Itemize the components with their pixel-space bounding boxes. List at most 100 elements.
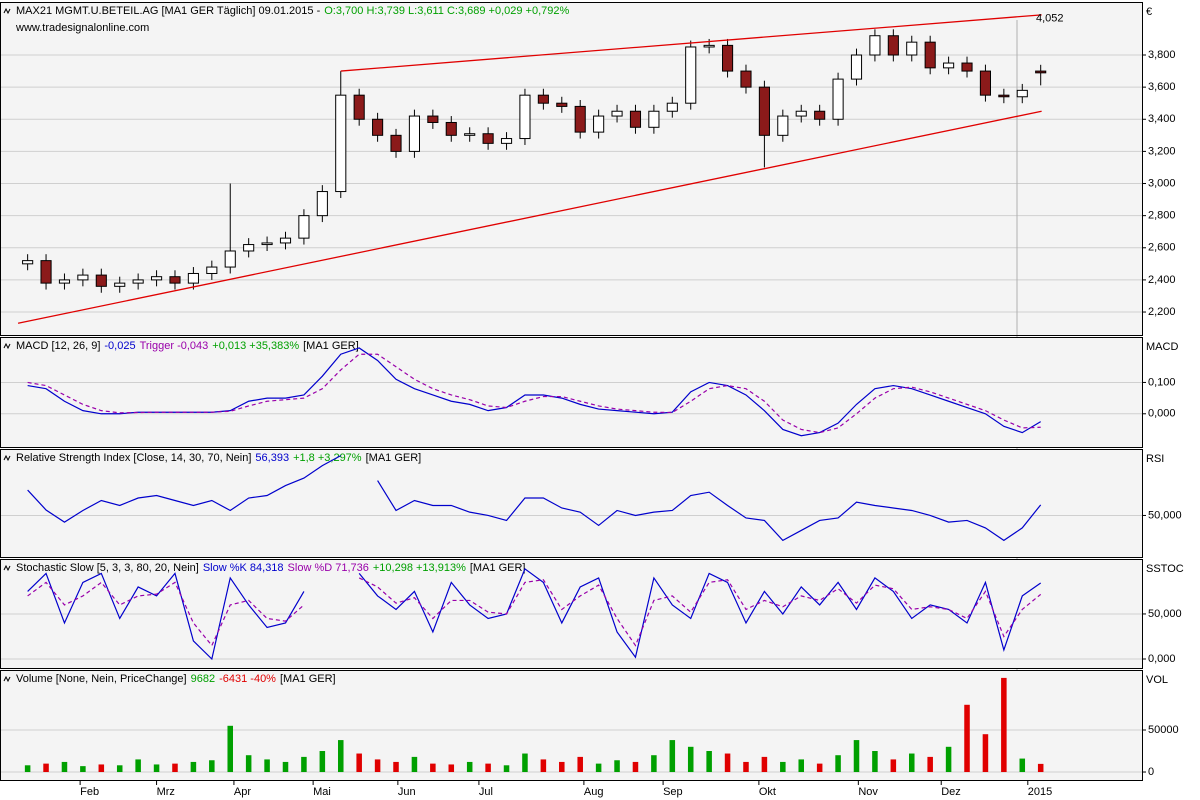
candle-body xyxy=(961,62,973,72)
candle-body xyxy=(740,70,752,88)
volume-bar xyxy=(687,746,694,773)
candle-body xyxy=(703,44,715,48)
subtitle: www.tradesignalonline.com xyxy=(15,22,149,34)
candle-body xyxy=(390,134,402,152)
volume-bar xyxy=(411,756,418,773)
volume-bar xyxy=(780,761,786,773)
candle-body xyxy=(427,115,439,123)
y-tick-label: 0,100 xyxy=(1148,376,1176,388)
candle-body xyxy=(998,94,1010,98)
candle-body xyxy=(261,242,273,246)
candle-body xyxy=(169,276,181,284)
volume-bar xyxy=(724,753,731,773)
legend-part: Trigger -0,043 xyxy=(140,340,209,352)
panel-legend: Stochastic Slow [5, 3, 3, 80, 20, Nein] S… xyxy=(16,562,525,574)
volume-bar xyxy=(522,753,528,773)
legend-part: MAX21 MGMT.U.BETEIL.AG [MA1 GER Täglich]… xyxy=(16,5,321,17)
panel-background xyxy=(0,449,1143,558)
volume-bar xyxy=(1001,677,1007,773)
volume-bar xyxy=(706,751,712,773)
volume-bar xyxy=(356,753,362,773)
legend-part: +1,8 +3,297% xyxy=(293,452,362,464)
trend-line xyxy=(17,110,1042,324)
volume-bar xyxy=(540,759,547,773)
candle-body xyxy=(611,110,623,117)
candle-body xyxy=(372,118,384,136)
volume-bar xyxy=(430,763,436,773)
candle-body xyxy=(887,35,899,56)
candle-body xyxy=(353,94,365,120)
legend-part: Slow %K 84,318 xyxy=(203,562,284,574)
panel-icon xyxy=(3,342,11,350)
axis-label: € xyxy=(1146,6,1152,18)
x-tick-label: Okt xyxy=(759,786,776,798)
volume-bar xyxy=(798,759,805,773)
volume-bar xyxy=(1037,763,1044,773)
candle-body xyxy=(869,35,881,56)
panel-legend: MAX21 MGMT.U.BETEIL.AG [MA1 GER Täglich]… xyxy=(16,5,570,17)
volume-bar xyxy=(761,756,768,773)
y-tick-label: 50,000 xyxy=(1148,509,1182,521)
volume-bar xyxy=(908,753,915,773)
candle-body xyxy=(924,41,936,69)
volume-bar xyxy=(872,751,878,773)
y-tick-label: 2,600 xyxy=(1148,242,1176,254)
x-tick-label: Sep xyxy=(663,786,683,798)
volume-bar xyxy=(282,761,289,773)
candle-body xyxy=(279,237,292,244)
candle-body xyxy=(685,46,697,104)
x-tick-label: Jun xyxy=(398,786,416,798)
volume-bar xyxy=(485,763,491,773)
volume-bar xyxy=(890,759,897,773)
axis-label: RSI xyxy=(1146,453,1164,465)
volume-bar xyxy=(245,755,252,773)
legend-part: Slow %D 71,736 xyxy=(288,562,369,574)
volume-bar xyxy=(80,766,86,773)
legend-part: -6431 -40% xyxy=(219,673,276,685)
series-line xyxy=(358,567,1042,659)
x-tick-label: Aug xyxy=(584,786,604,798)
panel-frame xyxy=(0,337,1143,448)
candle-body xyxy=(500,138,513,144)
series-line xyxy=(358,577,1042,647)
legend-part: [MA1 GER] xyxy=(470,562,526,574)
candle-body xyxy=(758,86,770,136)
volume-bar xyxy=(595,763,602,773)
candle-body xyxy=(95,274,107,287)
volume-bar xyxy=(816,763,823,773)
candle-body xyxy=(408,115,421,152)
x-tick-label: Dez xyxy=(941,786,961,798)
volume-bar xyxy=(651,755,657,773)
candle-body xyxy=(132,279,144,284)
panel-legend: Relative Strength Index [Close, 14, 30, … xyxy=(16,452,421,464)
y-tick-label: 2,800 xyxy=(1148,210,1176,222)
panel-icon xyxy=(3,675,11,683)
legend-part: +0,013 +35,383% xyxy=(212,340,299,352)
candle-body xyxy=(316,191,328,217)
candle-body xyxy=(593,115,605,133)
volume-bar xyxy=(227,725,234,773)
y-tick-label: 3,600 xyxy=(1148,81,1176,93)
candle-body xyxy=(77,274,89,281)
candle-body xyxy=(22,260,34,265)
x-tick-label: Mrz xyxy=(157,786,175,798)
volume-bar xyxy=(374,759,381,773)
series-line xyxy=(377,480,1042,542)
axis-label: VOL xyxy=(1146,674,1168,686)
legend-part: [MA1 GER] xyxy=(280,673,336,685)
series-line xyxy=(27,572,305,661)
legend-part: -0,025 xyxy=(104,340,135,352)
volume-bar xyxy=(301,756,307,773)
candle-body xyxy=(666,102,678,112)
legend-part: O:3,700 H:3,739 L:3,611 C:3,689 +0,029 +… xyxy=(324,5,569,17)
trend-line xyxy=(340,14,1042,72)
panel-legend: Volume [None, Nein, PriceChange] 9682 -643… xyxy=(16,673,336,685)
x-tick-label: Apr xyxy=(234,786,251,798)
volume-bar xyxy=(43,763,49,773)
volume-bar xyxy=(964,704,970,773)
volume-bar xyxy=(61,761,68,773)
candle-body xyxy=(1035,70,1047,74)
x-tick-label: 2015 xyxy=(1028,786,1052,798)
volume-bar xyxy=(448,764,455,773)
candle-body xyxy=(629,110,642,128)
